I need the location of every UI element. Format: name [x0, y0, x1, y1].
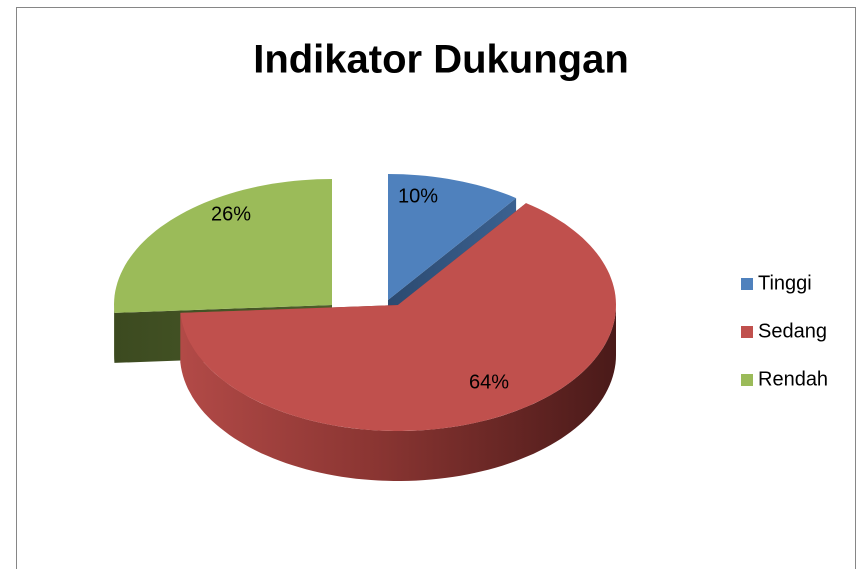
- legend-label: Sedang: [758, 320, 827, 342]
- chart-title: Indikator Dukungan: [253, 38, 629, 82]
- data-label: 64%: [469, 371, 509, 393]
- slice-side: [180, 305, 616, 481]
- data-label: 10%: [398, 185, 438, 207]
- legend-swatch: [741, 278, 753, 290]
- legend-swatch: [741, 326, 753, 338]
- slice: [114, 179, 332, 313]
- legend-label: Rendah: [758, 368, 828, 390]
- legend-swatch: [741, 374, 753, 386]
- legend-label: Tinggi: [758, 272, 812, 294]
- slice: [388, 174, 517, 300]
- slice: [180, 203, 616, 431]
- data-label: 26%: [211, 203, 251, 225]
